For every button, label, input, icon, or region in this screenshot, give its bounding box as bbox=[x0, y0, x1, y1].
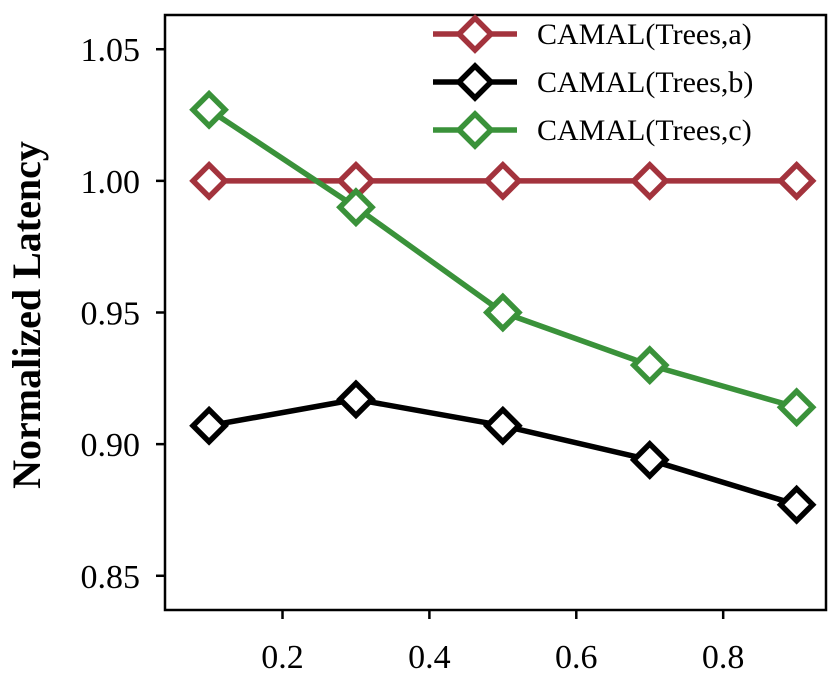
x-tick-label: 0.6 bbox=[555, 639, 598, 676]
legend-label: CAMAL(Trees,c) bbox=[537, 114, 752, 147]
x-tick-label: 0.4 bbox=[408, 639, 451, 676]
y-tick-label: 0.85 bbox=[81, 559, 141, 596]
series-group bbox=[189, 89, 817, 525]
series-CAMAL(Trees,b) bbox=[189, 379, 817, 525]
y-axis-title: Normalized Latency bbox=[4, 141, 49, 489]
data-point bbox=[776, 387, 817, 428]
data-point bbox=[629, 440, 670, 480]
y-tick-label: 1.00 bbox=[81, 164, 141, 201]
data-point bbox=[482, 160, 523, 201]
legend-item: CAMAL(Trees,b) bbox=[433, 62, 753, 102]
data-point bbox=[482, 292, 523, 333]
legend-marker bbox=[455, 62, 495, 102]
y-tick-label: 0.90 bbox=[81, 427, 141, 464]
data-point bbox=[776, 484, 817, 525]
legend-marker bbox=[455, 14, 495, 54]
data-point bbox=[189, 89, 229, 130]
series-CAMAL(Trees,a) bbox=[189, 160, 817, 201]
legend-label: CAMAL(Trees,b) bbox=[537, 66, 753, 99]
data-point bbox=[629, 345, 670, 386]
legend-marker bbox=[455, 110, 495, 150]
x-tick-label: 0.8 bbox=[702, 639, 745, 676]
legend-item: CAMAL(Trees,a) bbox=[433, 14, 752, 54]
data-point bbox=[189, 160, 229, 201]
plot-frame bbox=[163, 13, 828, 612]
legend: CAMAL(Trees,a) CAMAL(Trees,b) CAMAL(Trees,… bbox=[433, 14, 753, 150]
data-point bbox=[776, 160, 817, 201]
data-point bbox=[336, 187, 376, 228]
legend-item: CAMAL(Trees,c) bbox=[433, 110, 752, 150]
axis-ticks: 0.2 0.4 0.6 0.8 0.85 0.90 0.95 1.00 1.05 bbox=[81, 32, 745, 676]
series-line bbox=[207, 107, 798, 410]
y-tick-label: 0.95 bbox=[81, 296, 141, 333]
series-CAMAL(Trees,c) bbox=[189, 89, 817, 428]
data-point bbox=[482, 405, 523, 446]
legend-label: CAMAL(Trees,a) bbox=[537, 18, 752, 51]
x-tick-label: 0.2 bbox=[261, 639, 304, 676]
y-tick-label: 1.05 bbox=[81, 32, 141, 69]
data-point bbox=[629, 160, 670, 201]
data-point bbox=[189, 405, 229, 446]
data-point bbox=[336, 379, 376, 420]
